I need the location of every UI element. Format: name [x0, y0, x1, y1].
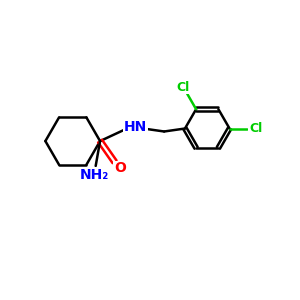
Text: Cl: Cl — [249, 122, 262, 135]
Text: Cl: Cl — [177, 81, 190, 94]
Text: NH₂: NH₂ — [80, 168, 109, 182]
Text: O: O — [114, 161, 126, 175]
Text: HN: HN — [124, 120, 147, 134]
